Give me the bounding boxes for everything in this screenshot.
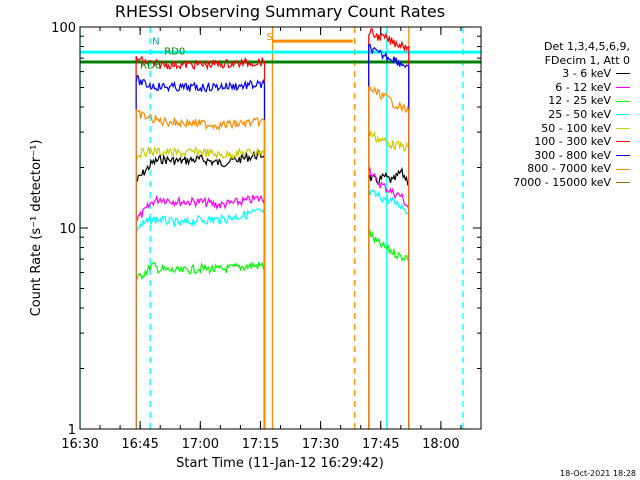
legend-entry-label: 7000 - 15000 keV bbox=[513, 175, 611, 189]
x-tick-label: 16:45 bbox=[121, 437, 158, 452]
series-line bbox=[135, 149, 266, 429]
x-axis-label: Start Time (11-Jan-12 16:29:42) bbox=[176, 456, 384, 471]
chart-annotation: N bbox=[152, 36, 159, 47]
legend-swatch bbox=[616, 141, 630, 143]
legend-entry: 300 - 800 keV bbox=[513, 149, 630, 163]
series-line bbox=[135, 109, 266, 429]
y-tick-label: 1 bbox=[68, 423, 76, 438]
legend-entry: 3 - 6 keV bbox=[513, 67, 630, 81]
series-line bbox=[368, 229, 410, 429]
legend-entry-label: 300 - 800 keV bbox=[534, 148, 611, 162]
legend: Det 1,3,4,5,6,9, FDecim 1, Att 0 3 - 6 k… bbox=[513, 40, 630, 190]
x-tick-label: 18:00 bbox=[422, 437, 459, 452]
x-tick-label: 17:45 bbox=[362, 437, 399, 452]
legend-swatch bbox=[616, 155, 630, 157]
series-line bbox=[135, 74, 266, 429]
legend-entry: 800 - 7000 keV bbox=[513, 162, 630, 176]
series-line bbox=[135, 261, 266, 429]
x-tick-label: 17:30 bbox=[302, 437, 339, 452]
y-tick-label: 10 bbox=[59, 222, 76, 237]
series-line bbox=[368, 188, 410, 429]
series-line bbox=[135, 194, 266, 429]
legend-entry-label: 50 - 100 keV bbox=[541, 121, 611, 135]
chart-annotation: RD6 bbox=[140, 61, 161, 72]
footer-date: 18-Oct-2021 18:28 bbox=[560, 469, 636, 478]
chart-annotation: S bbox=[266, 32, 272, 43]
legend-entry: 6 - 12 keV bbox=[513, 81, 630, 95]
x-tick-label: 17:00 bbox=[182, 437, 219, 452]
y-tick-label: 100 bbox=[51, 21, 76, 36]
legend-header-line-2: FDecim 1, Att 0 bbox=[544, 53, 630, 67]
series-line bbox=[368, 129, 410, 429]
legend-swatch bbox=[616, 168, 630, 170]
chart-title: RHESSI Observing Summary Count Rates bbox=[115, 2, 445, 21]
series-line bbox=[135, 208, 266, 429]
legend-entry: 12 - 25 keV bbox=[513, 94, 630, 108]
y-axis-label: Count Rate (s⁻¹ detector⁻¹) bbox=[29, 140, 44, 317]
legend-swatch bbox=[616, 87, 630, 89]
x-tick-label: 17:15 bbox=[242, 437, 279, 452]
series-line bbox=[368, 166, 410, 429]
legend-entry-label: 25 - 50 keV bbox=[548, 107, 611, 121]
legend-entry-label: 6 - 12 keV bbox=[555, 80, 611, 94]
series-line bbox=[368, 166, 410, 429]
series-line bbox=[368, 85, 410, 429]
series-line bbox=[368, 28, 410, 429]
legend-entry-label: 800 - 7000 keV bbox=[527, 162, 611, 176]
series-line bbox=[368, 43, 410, 429]
legend-entry-label: 100 - 300 keV bbox=[534, 135, 611, 149]
legend-swatch bbox=[616, 100, 630, 102]
legend-entry: 25 - 50 keV bbox=[513, 108, 630, 122]
legend-entry: 100 - 300 keV bbox=[513, 135, 630, 149]
legend-entry: 7000 - 15000 keV bbox=[513, 176, 630, 190]
legend-swatch bbox=[616, 114, 630, 116]
legend-swatch bbox=[616, 73, 630, 75]
plot-frame bbox=[79, 26, 482, 430]
legend-swatch bbox=[616, 182, 630, 184]
legend-entry: 50 - 100 keV bbox=[513, 122, 630, 136]
legend-entry-label: 3 - 6 keV bbox=[562, 67, 611, 81]
legend-swatch bbox=[616, 127, 630, 129]
legend-header-line-1: Det 1,3,4,5,6,9, bbox=[543, 40, 630, 53]
legend-entry-label: 12 - 25 keV bbox=[548, 94, 611, 108]
series-line bbox=[135, 145, 266, 429]
series-line bbox=[135, 55, 266, 429]
x-tick-label: 16:30 bbox=[61, 437, 98, 452]
chart-annotation: RD0 bbox=[164, 46, 185, 57]
